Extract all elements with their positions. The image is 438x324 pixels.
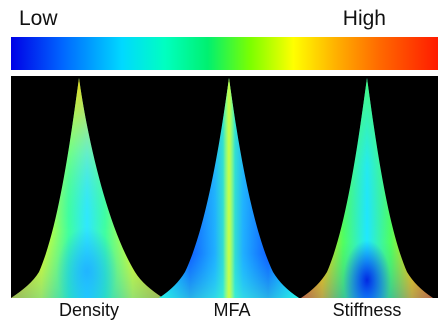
color-scale-bar xyxy=(11,37,438,70)
scale-low-label: Low xyxy=(19,7,58,30)
mfa-shape xyxy=(159,78,299,298)
heatmap-panel xyxy=(11,76,438,298)
stiffness-shape xyxy=(301,78,433,298)
caption-mfa: MFA xyxy=(213,300,251,320)
heatmap-svg xyxy=(11,78,433,298)
caption-density: Density xyxy=(58,300,120,320)
caption-stiffness: Stiffness xyxy=(332,300,402,320)
density-shape xyxy=(11,78,163,298)
scale-high-label: High xyxy=(342,7,386,30)
